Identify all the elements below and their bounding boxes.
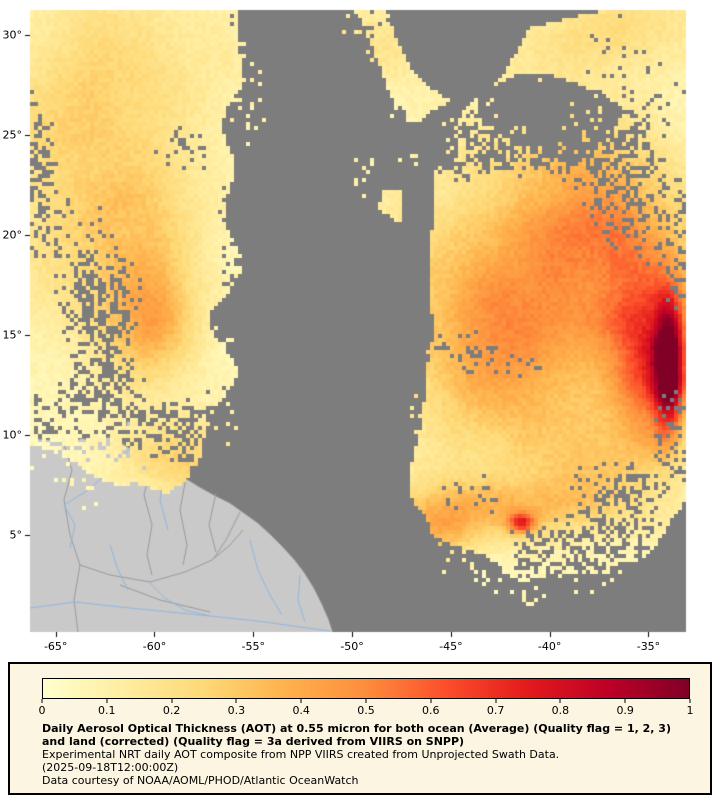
colorbar-tick — [300, 699, 302, 703]
colorbar-tick — [365, 699, 367, 703]
y-tick-label: 25° — [2, 128, 23, 142]
colorbar-tick-label: 0 — [38, 704, 46, 717]
colorbar-tick — [559, 699, 561, 703]
y-tick-label: 20° — [2, 228, 23, 242]
caption-credit: Data courtesy of NOAA/AOML/PHOD/Atlantic… — [42, 774, 359, 787]
x-tick-label: -55° — [241, 640, 265, 653]
colorbar-tick — [41, 699, 43, 703]
colorbar-tick — [430, 699, 432, 703]
colorbar-tick-label: 0.7 — [486, 704, 505, 717]
colorbar-tick-label: 0.2 — [162, 704, 181, 717]
x-tick-label: -50° — [340, 640, 364, 653]
colorbar: 0 0.1 0.2 0.3 0.4 0.5 0.6 0.7 0.8 0.9 1 — [38, 678, 694, 720]
x-tick-label: -45° — [439, 640, 463, 653]
caption-source-line: Experimental NRT daily AOT composite fro… — [42, 748, 560, 761]
colorbar-tick-label: 0.6 — [422, 704, 440, 717]
colorbar-tick-label: 1 — [686, 704, 694, 717]
colorbar-tick — [106, 699, 108, 703]
colorbar-tick — [689, 699, 691, 703]
colorbar-gradient — [42, 678, 690, 699]
colorbar-tick — [495, 699, 497, 703]
colorbar-tick-label: 0.4 — [292, 704, 310, 717]
y-tick-label: 5° — [9, 528, 23, 542]
colorbar-tick-label: 0.8 — [551, 704, 570, 717]
colorbar-tick-label: 0.3 — [227, 704, 246, 717]
caption-title: Daily Aerosol Optical Thickness (AOT) at… — [42, 722, 671, 748]
y-tick-label: 30° — [2, 28, 23, 42]
legend-box: 0 0.1 0.2 0.3 0.4 0.5 0.6 0.7 0.8 0.9 1 Daily Aero… — [8, 662, 712, 795]
colorbar-tick-label: 0.9 — [616, 704, 634, 717]
aot-map-canvas — [0, 0, 720, 660]
y-tick-label: 15° — [2, 328, 23, 342]
caption: Daily Aerosol Optical Thickness (AOT) at… — [42, 722, 688, 787]
x-tick-label: -40° — [537, 640, 562, 653]
colorbar-tick — [171, 699, 173, 703]
x-tick-label: -60° — [142, 640, 167, 653]
axis-tick-labels: -65° -60° -55° -50° -45° -40° -35° 30° 25° 20° 15°… — [2, 28, 661, 654]
y-tick-label: 10° — [2, 428, 23, 442]
x-tick-label: -35° — [636, 640, 661, 653]
aot-map-figure: -65° -60° -55° -50° -45° -40° -35° 30° 25° 20° 15°… — [0, 0, 720, 660]
x-tick-label: -65° — [43, 640, 68, 653]
colorbar-tick — [235, 699, 237, 703]
colorbar-tick-label: 0.5 — [357, 704, 375, 717]
colorbar-tick — [624, 699, 626, 703]
colorbar-tick-label: 0.1 — [98, 704, 116, 717]
caption-timestamp: (2025-09-18T12:00:00Z) — [42, 761, 179, 774]
